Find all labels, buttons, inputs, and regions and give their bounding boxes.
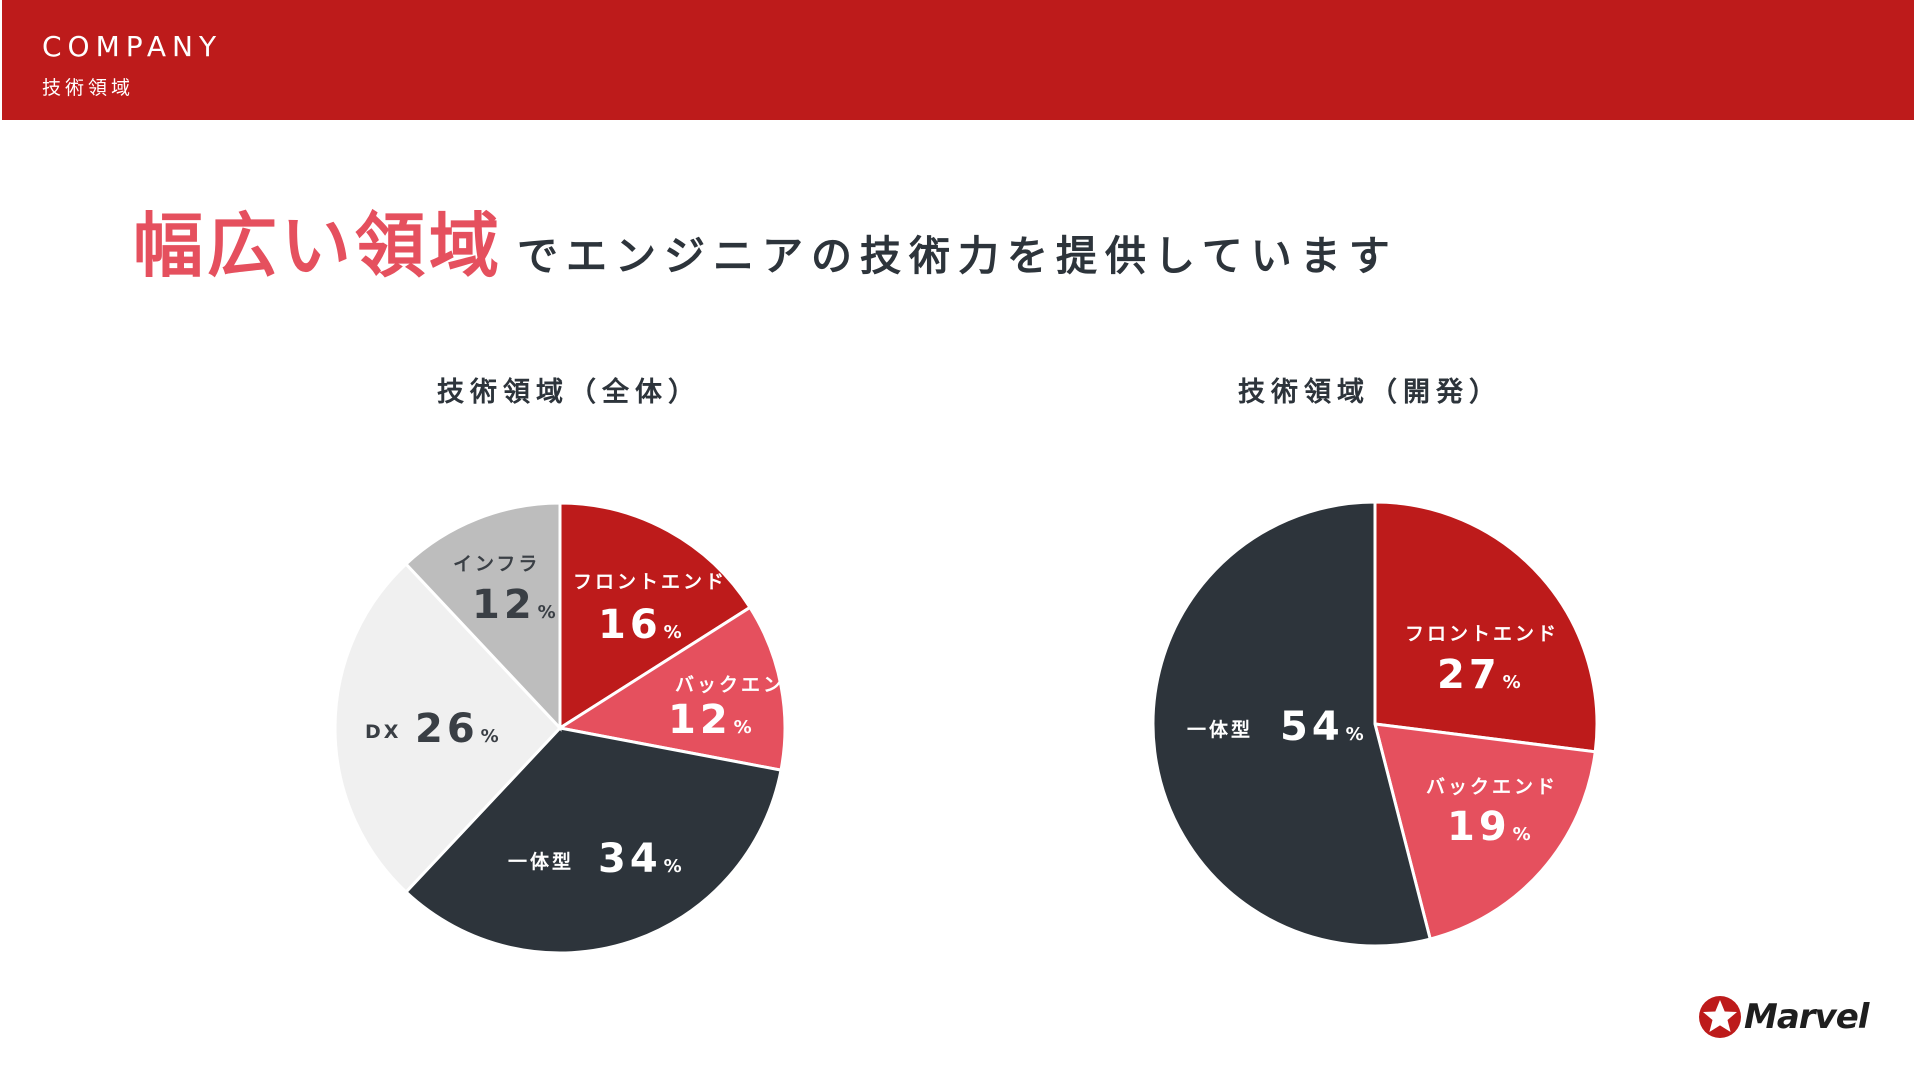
- pie-slice-0-1: [555, 605, 787, 772]
- chart-title-overall: 技術領域（全体）: [437, 377, 701, 408]
- header-subtitle: 技術領域: [42, 77, 135, 99]
- logo: Marvel: [1698, 995, 1878, 1043]
- slice-label-0-1: バックエンド: [675, 674, 807, 696]
- slice-label-1-0: フロントエンド: [1405, 623, 1559, 645]
- pie-slice-1-2: [1151, 500, 1433, 948]
- logo-text: Marvel: [1744, 997, 1869, 1037]
- pie-slice-0-2: [403, 726, 783, 955]
- slice-value-0-2: 34%: [598, 836, 686, 882]
- pie-slice-1-0: [1373, 500, 1599, 754]
- slice-label-1-2: 一体型: [1187, 718, 1253, 741]
- pie-slice-0-3: [333, 561, 563, 895]
- headline: 幅広い領域 でエンジニアの技術力を提供しています: [133, 190, 1398, 291]
- slice-value-0-3: 26%: [415, 706, 503, 752]
- star-in-circle-icon: [1699, 996, 1741, 1038]
- pie-slice-0-0: [558, 501, 753, 731]
- slice-label-1-1: バックエンド: [1426, 776, 1558, 798]
- chart-title-development: 技術領域（開発）: [1238, 377, 1502, 408]
- headline-rest: でエンジニアの技術力を提供しています: [517, 232, 1398, 280]
- slice-label-0-2: 一体型: [508, 850, 574, 873]
- header-title: COMPANY: [42, 30, 223, 63]
- slice-label-0-4: インフラ: [453, 553, 540, 575]
- headline-accent: 幅広い領域: [133, 205, 503, 287]
- pie-slice-0-4: [403, 501, 562, 732]
- header-bar: COMPANY 技術領域: [2, 0, 1914, 120]
- slice-label-0-0: フロントエンド: [573, 571, 727, 593]
- slice-label-0-3: DX: [365, 721, 401, 743]
- pie-slice-1-1: [1372, 722, 1597, 941]
